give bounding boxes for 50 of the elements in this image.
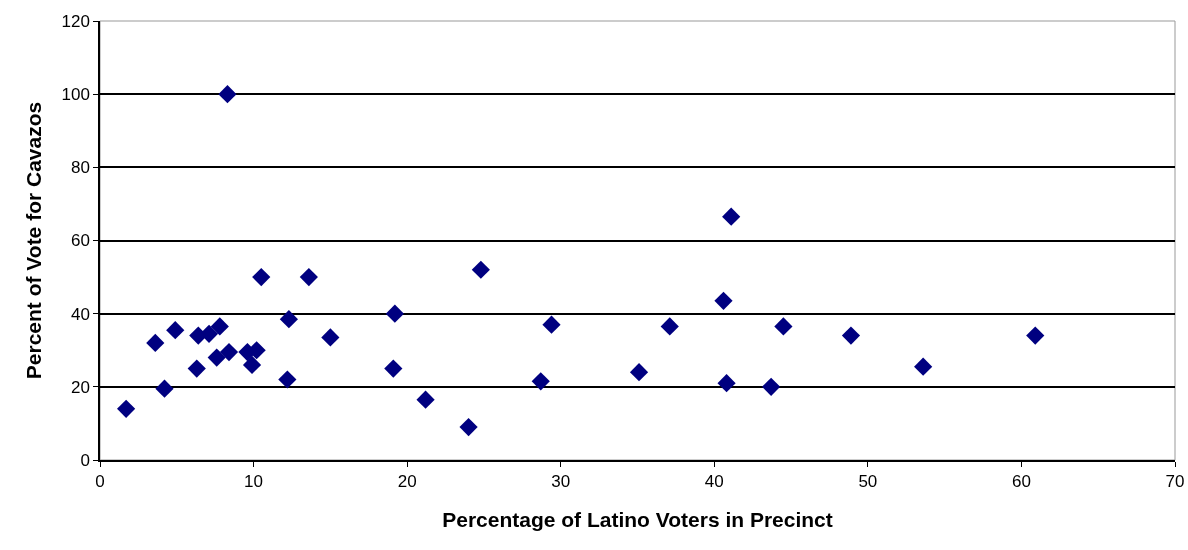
y-tick-label: 0 [80, 450, 90, 470]
point [146, 333, 165, 353]
x-axis-title: Percentage of Latino Voters in Precinct [442, 507, 833, 531]
point [1026, 326, 1045, 345]
point [416, 390, 435, 409]
point [155, 379, 174, 398]
y-tick-label: 120 [61, 11, 90, 31]
point [199, 324, 219, 343]
point [722, 207, 741, 226]
x-tick-label: 40 [704, 472, 724, 492]
point [629, 363, 649, 382]
point [321, 328, 340, 347]
y-tick-label: 40 [70, 304, 90, 324]
point [542, 315, 561, 334]
point [117, 399, 136, 418]
point [385, 304, 404, 323]
point [207, 348, 226, 367]
point [914, 357, 933, 376]
point [252, 267, 271, 287]
point [384, 359, 403, 378]
point [459, 417, 478, 437]
point [660, 317, 679, 336]
point [717, 374, 736, 393]
point [242, 355, 262, 374]
x-tick-label: 70 [1165, 472, 1185, 492]
point [166, 321, 185, 340]
x-tick-label: 0 [95, 472, 105, 492]
y-tick-label: 60 [70, 231, 90, 251]
point [279, 310, 298, 329]
point [299, 267, 318, 287]
point [714, 291, 733, 310]
x-tick-label: 20 [397, 472, 417, 492]
point [278, 370, 297, 389]
y-tick-label: 20 [70, 377, 90, 397]
point [187, 359, 206, 378]
y-tick-label: 100 [61, 85, 90, 105]
point [762, 377, 781, 396]
point [774, 317, 793, 336]
point [218, 85, 237, 104]
point [471, 260, 490, 279]
point [531, 372, 550, 391]
y-axis-title: Percent of Vote for Cavazos [22, 101, 46, 380]
x-tick-label: 30 [551, 472, 571, 492]
point [210, 317, 229, 336]
x-tick-label: 50 [858, 472, 878, 492]
x-tick-label: 60 [1011, 472, 1031, 492]
y-tick-label: 80 [70, 158, 90, 178]
point [219, 342, 239, 362]
x-tick-label: 10 [244, 472, 264, 492]
point [841, 326, 861, 345]
